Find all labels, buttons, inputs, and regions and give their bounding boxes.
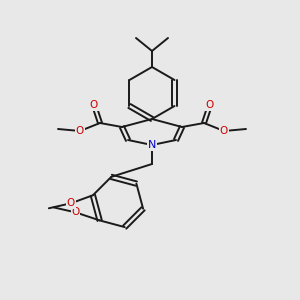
Text: O: O	[67, 198, 75, 208]
Text: N: N	[148, 140, 156, 150]
Text: O: O	[220, 126, 228, 136]
Text: O: O	[206, 100, 214, 110]
Text: O: O	[90, 100, 98, 110]
Text: O: O	[71, 207, 80, 218]
Text: O: O	[76, 126, 84, 136]
